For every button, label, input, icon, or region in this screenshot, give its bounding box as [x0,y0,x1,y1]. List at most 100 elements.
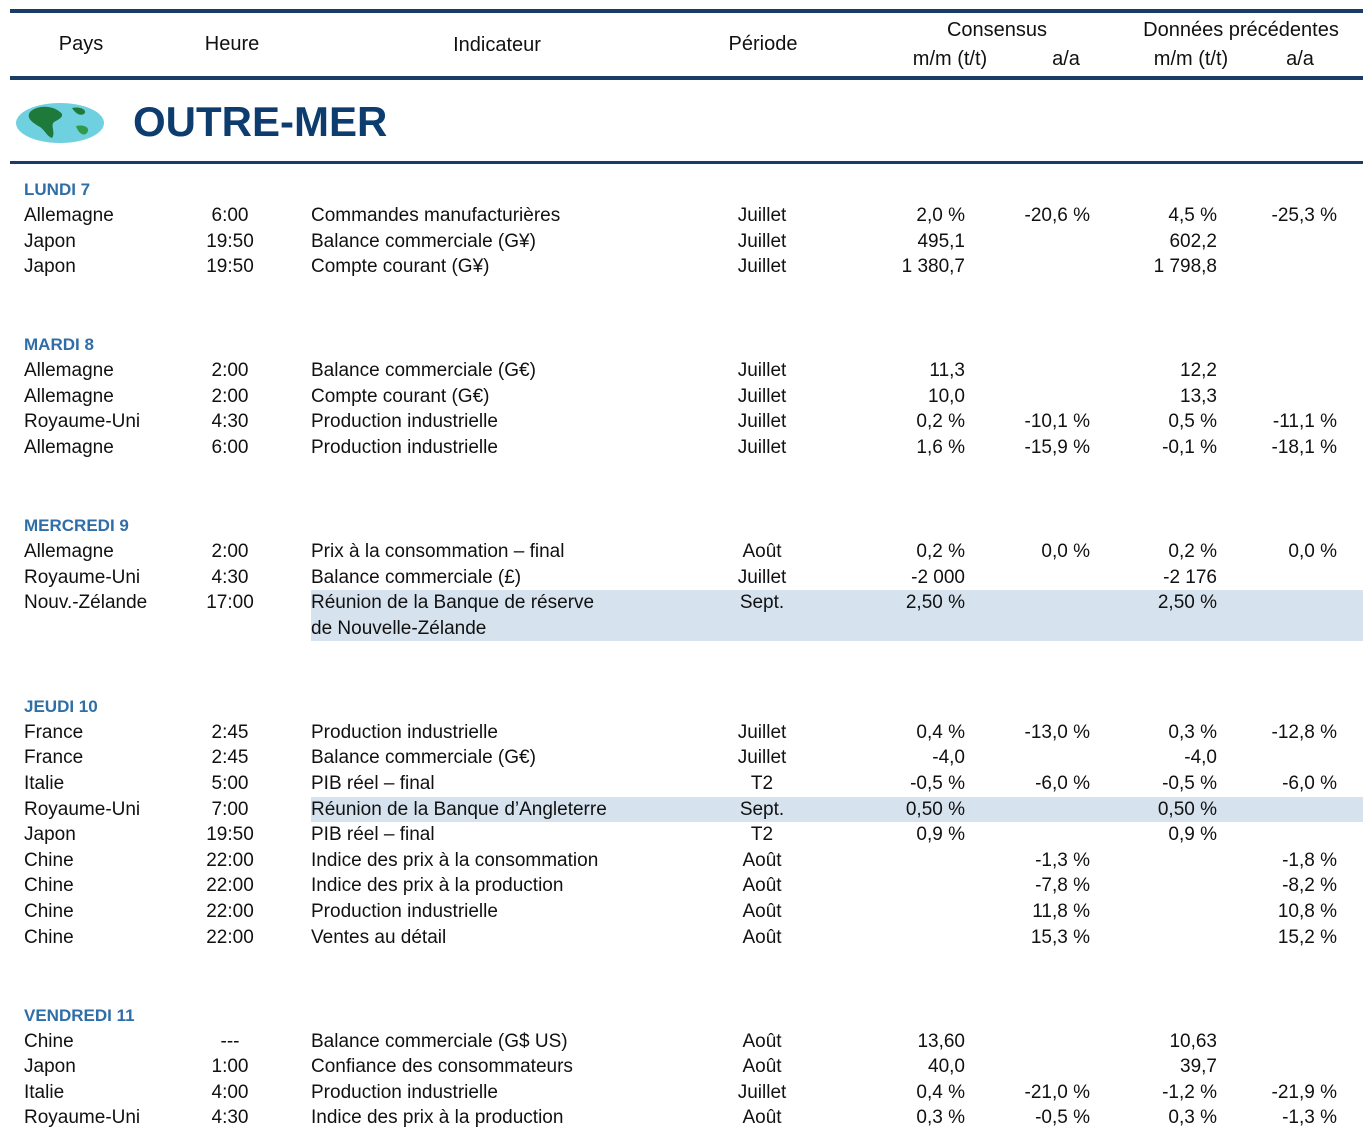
cell-time: 6:00 [211,437,249,458]
cell-cons-aa: -21,0 % [1024,1081,1090,1103]
cell-prev-mm: 1 798,8 [1153,256,1217,278]
cell-time: 2:00 [211,385,249,407]
cell-indicator: Balance commerciale (G€) [311,360,536,382]
cell-indicator: Production industrielle [311,901,498,922]
cell-period: Août [742,875,782,897]
cell-period: T2 [750,824,774,846]
cell-period: Juillet [737,360,787,382]
cell-country: Nouv.-Zélande [24,592,148,614]
cell-indicator: Réunion de la Banque de réserve de Nouve… [311,592,595,639]
cell-country: Japon [24,824,76,846]
cell-period: Août [742,541,782,562]
cell-cons-aa: -7,8 % [1035,875,1090,897]
cell-prev-aa: -1,3 % [1282,1107,1337,1129]
cell-indicator: PIB réel – final [311,773,435,794]
cell-indicator: Balance commerciale (G¥) [311,230,536,252]
section-title: OUTRE-MER [133,98,388,145]
cell-cons-mm: 0,9 % [916,824,965,846]
cell-period: Juillet [737,437,787,458]
cell-period: Juillet [737,566,787,588]
cell-prev-aa: -8,2 % [1282,875,1337,897]
cell-period: Juillet [737,385,787,407]
cell-period: Juillet [737,411,787,433]
cell-time: 5:00 [211,773,249,794]
cell-time: 17:00 [206,592,254,614]
cell-prev-aa: -21,9 % [1271,1081,1337,1103]
cell-indicator: PIB réel – final [311,824,435,846]
cell-time: 7:00 [211,798,249,820]
cell-cons-aa: -13,0 % [1024,721,1090,743]
cell-country: Chine [24,875,74,897]
top-rule [10,9,1363,13]
cell-period: Juillet [737,256,787,278]
cell-cons-aa: -10,1 % [1024,411,1090,433]
cell-country: Japon [24,230,76,252]
cell-time: --- [220,1030,240,1052]
cell-cons-aa: -6,0 % [1035,773,1090,794]
cell-country: Chine [24,926,74,948]
cell-prev-mm: 39,7 [1180,1056,1217,1078]
cell-time: 22:00 [206,849,254,871]
cell-period: Sept. [739,798,785,820]
cell-cons-mm: 0,3 % [916,1107,965,1129]
cell-cons-mm: 2,50 % [905,592,965,614]
cell-time: 1:00 [211,1056,249,1078]
cell-period: Août [742,1107,782,1129]
cell-time: 19:50 [206,824,254,846]
day-label: MARDI 8 [24,335,94,355]
day-label: LUNDI 7 [24,180,91,199]
col-header: Période [728,33,798,55]
cell-period: Juillet [737,205,787,226]
cell-prev-mm: 4,5 % [1168,205,1217,226]
cell-cons-mm: 0,2 % [916,541,965,562]
cell-cons-aa: -0,5 % [1035,1107,1090,1129]
cell-country: Allemagne [24,360,114,382]
col-header: m/m (t/t) [1153,48,1229,70]
cell-indicator: Balance commerciale (G€) [311,747,536,769]
col-header: Heure [204,33,260,55]
cell-prev-aa: -11,1 % [1272,411,1337,433]
cell-country: Royaume-Uni [24,411,141,433]
cell-indicator: Confiance des consommateurs [311,1056,573,1078]
cell-prev-mm: -4,0 [1184,747,1217,769]
cell-period: Sept. [739,592,785,614]
highlight-band [311,590,1363,642]
cell-cons-mm: 10,0 [928,385,965,407]
cell-country: Royaume-Uni [24,1107,141,1129]
col-header: Pays [58,33,104,55]
cell-indicator: Ventes au détail [311,926,447,948]
cell-prev-mm: 0,3 % [1168,1107,1217,1129]
cell-cons-mm: 13,60 [917,1030,965,1052]
cell-period: T2 [750,773,774,794]
cell-prev-mm: 0,2 % [1168,541,1217,562]
cell-prev-mm: -0,5 % [1162,773,1217,794]
cell-indicator: Prix à la consommation – final [311,541,565,562]
cell-country: France [24,747,84,769]
cell-indicator: Production industrielle [311,721,498,743]
cell-prev-mm: 0,50 % [1157,798,1217,820]
header-rule [10,76,1363,80]
cell-period: Août [742,901,782,922]
cell-cons-aa: 15,3 % [1030,926,1090,948]
cell-prev-aa: -25,3 % [1271,205,1337,226]
cell-prev-aa: -1,8 % [1282,849,1337,871]
day-label: JEUDI 10 [24,696,98,716]
cell-country: Royaume-Uni [24,798,141,820]
col-header: Données précédentes [1143,19,1339,41]
cell-country: Allemagne [24,385,114,407]
cell-period: Juillet [737,230,787,252]
cell-indicator: Compte courant (G€) [311,385,490,407]
cell-period: Août [742,1030,782,1052]
cell-country: Chine [24,901,74,922]
cell-prev-mm: 0,9 % [1168,824,1217,846]
cell-indicator: Commandes manufacturières [311,205,561,226]
cell-time: 4:30 [211,566,249,588]
cell-prev-aa: 10,8 % [1277,901,1337,922]
cell-prev-mm: 602,2 [1169,230,1217,252]
cell-cons-mm: 1,6 % [916,437,965,458]
cell-cons-mm: 2,0 % [916,205,965,226]
col-header: m/m (t/t) [912,48,988,70]
cell-country: Italie [24,773,65,794]
cell-indicator: Balance commerciale (£) [311,566,522,588]
